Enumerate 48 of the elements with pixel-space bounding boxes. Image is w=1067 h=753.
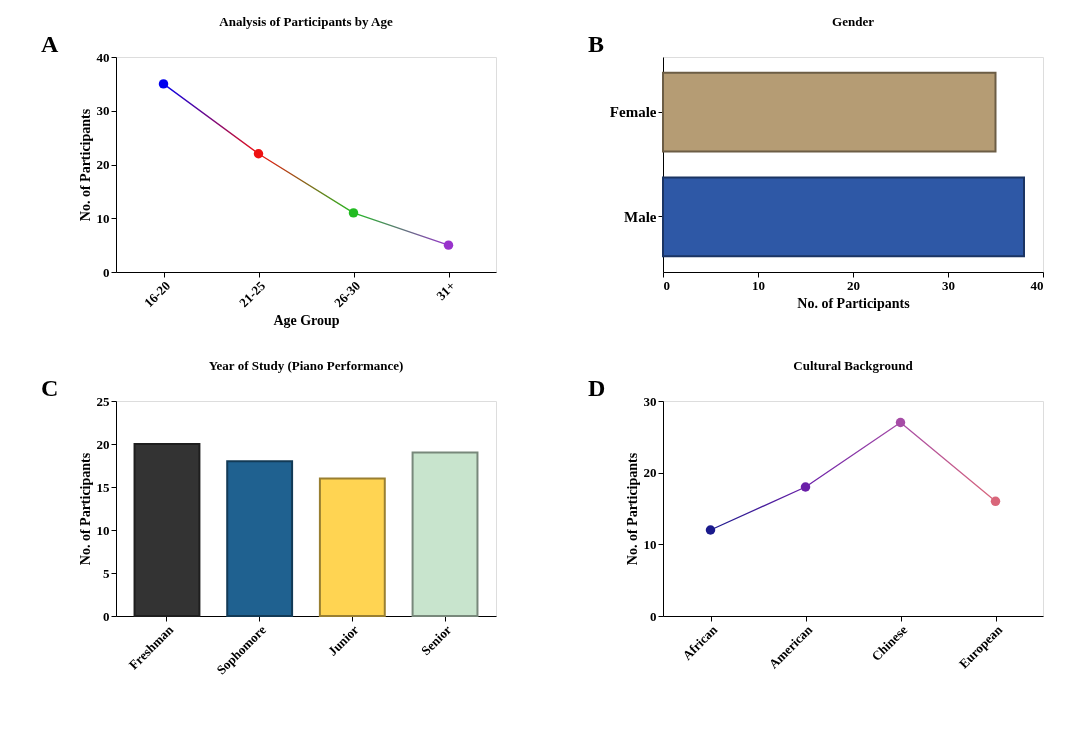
y-tick-label: 20 [96,436,110,452]
y-tick-label: Female [609,104,657,121]
chart-title: Gender [832,14,875,29]
y-tick-label: 0 [103,264,110,280]
y-tick-label: 10 [96,210,110,226]
x-tick-label: 20 [847,277,860,293]
point [443,240,454,250]
chart-title: Cultural Background [793,358,914,373]
text: D [588,375,606,401]
bar [411,451,479,617]
y-tick-label: 10 [643,536,657,552]
bar [318,477,386,617]
y-tick-label: 0 [103,608,110,624]
y-tick-label: 40 [96,49,110,65]
bar [133,443,201,617]
y-tick-label: 20 [643,465,657,481]
y-tick-label: 0 [650,608,657,624]
point [253,149,264,159]
point [990,496,1001,507]
x-tick-label: 40 [1030,277,1044,293]
y-tick-label: 20 [96,157,110,172]
text: C [41,375,59,401]
x-axis-title: No. of Participants [797,295,911,311]
y-tick-label: 5 [103,565,110,581]
y-tick-label: 15 [96,479,110,495]
x-tick-label: 0 [663,277,670,293]
point [158,79,169,89]
x-tick-label: 10 [752,277,765,293]
chart-title: Year of Study (Piano Performance) [208,358,404,373]
y-axis-title: No. of Participants [77,108,93,222]
bar [226,460,294,617]
chart-title: Analysis of Participants by Age [219,14,393,29]
point [705,525,716,535]
y-tick-label: 10 [96,522,110,538]
x-axis-title: Age Group [273,313,340,329]
y-axis-title: No. of Participants [77,452,93,566]
y-tick-label: Male [624,208,657,225]
text: B [588,31,605,57]
x-tick-label: 30 [942,277,955,293]
point [800,482,811,492]
x-tick-label: 31+ [433,278,459,304]
y-tick-label: 30 [96,103,110,119]
point [348,208,359,218]
text: A [41,31,59,57]
point [895,417,906,428]
y-tick-label: 25 [96,393,110,409]
y-tick-label: 30 [643,393,657,409]
y-axis-title: No. of Participants [624,452,640,566]
